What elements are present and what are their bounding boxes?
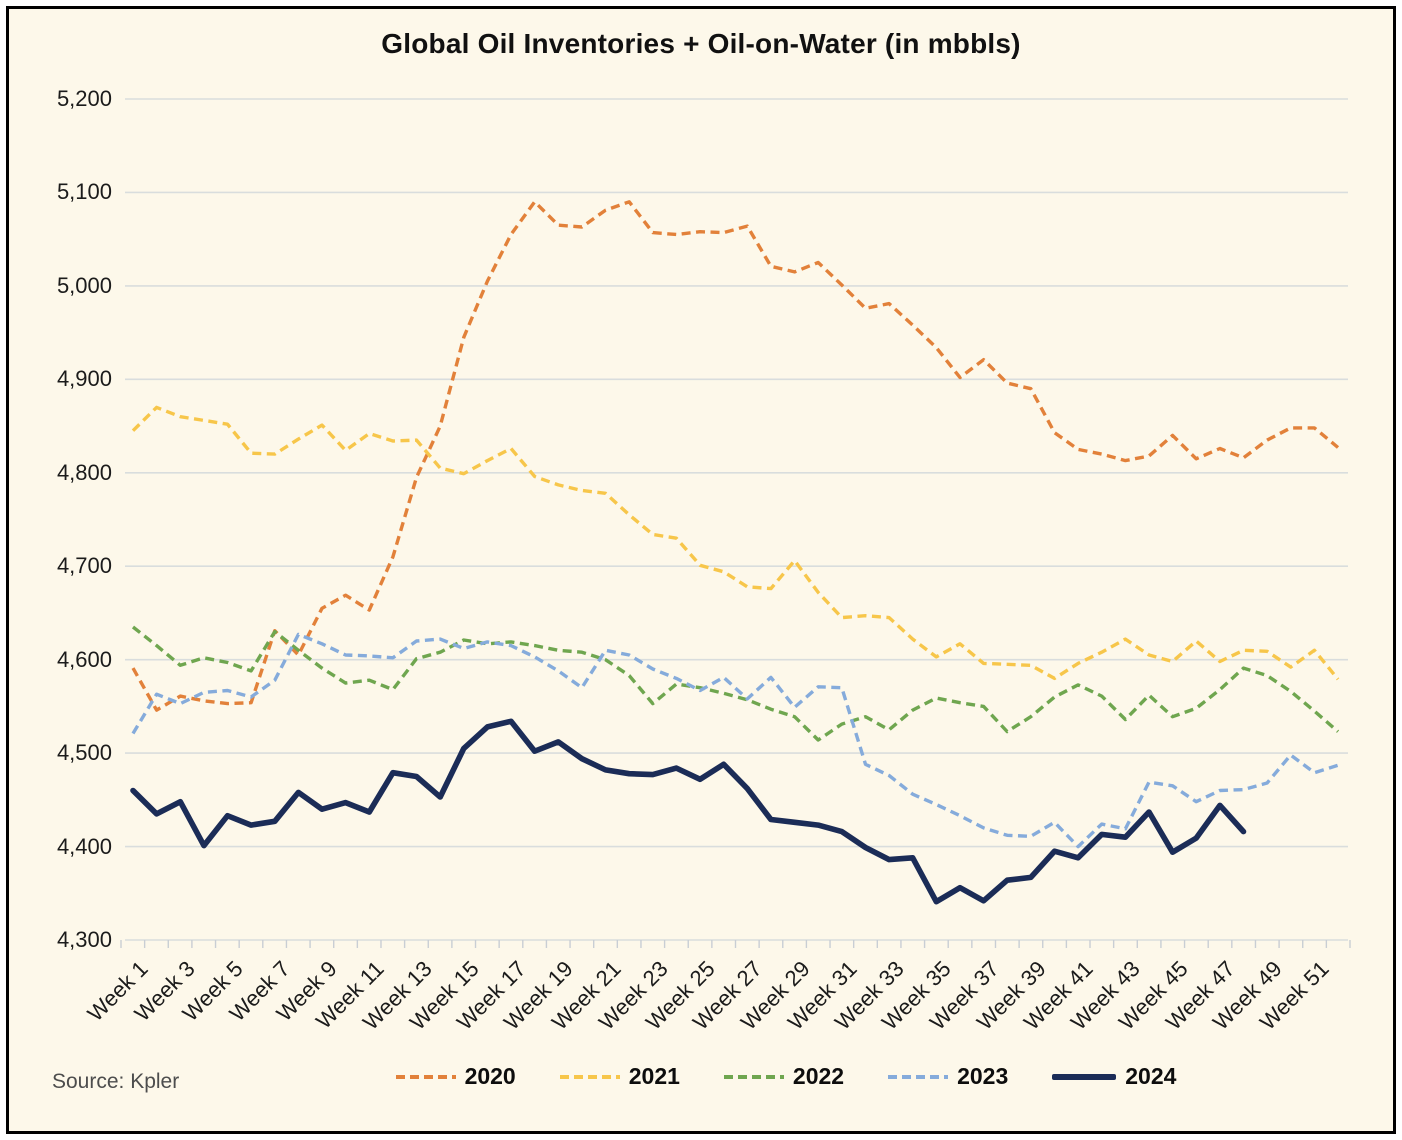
- y-axis-tick-label-4900: 4,900: [56, 366, 112, 392]
- legend-label-2020: 2020: [464, 1063, 516, 1089]
- legend-swatch-2023: [888, 1074, 949, 1079]
- legend-item-2023: 2023: [888, 1063, 1008, 1090]
- series-2022-line: [131, 625, 1340, 742]
- y-axis-tick-label-4300: 4,300: [56, 927, 112, 952]
- series-2023-line: [131, 632, 1339, 849]
- legend-label-2023: 2023: [957, 1063, 1009, 1089]
- y-axis-tick-label-4700: 4,700: [56, 553, 112, 579]
- y-axis-tick-label-4400: 4,400: [56, 833, 112, 859]
- y-axis-tick-label-4800: 4,800: [56, 459, 112, 485]
- legend-label-2022: 2022: [792, 1063, 845, 1089]
- legend-label-2024: 2024: [1125, 1063, 1177, 1089]
- y-axis-tick-label-5000: 5,000: [56, 272, 112, 298]
- legend-item-2024: 2024: [1052, 1063, 1176, 1090]
- legend-item-2021: 2021: [559, 1063, 680, 1090]
- chart-title: Global Oil Inventories + Oil-on-Water (i…: [381, 28, 1021, 59]
- legend-swatch-2021: [559, 1074, 620, 1079]
- legend-item-2020: 2020: [395, 1063, 516, 1090]
- series-2024-line: [130, 718, 1247, 905]
- legend-label-2021: 2021: [628, 1063, 680, 1089]
- y-axis-tick-label-5100: 5,100: [56, 179, 112, 205]
- legend-swatch-2024: [1052, 1073, 1117, 1080]
- y-axis-tick-label-4500: 4,500: [56, 740, 112, 766]
- legend-swatch-2020: [395, 1074, 456, 1079]
- chart-legend: 2020 2021 2022 2023 2024: [170, 1063, 1402, 1090]
- series-2020-line: [131, 200, 1340, 712]
- page-frame: [6, 6, 1396, 1134]
- y-axis-tick-label-4600: 4,600: [56, 646, 112, 672]
- series-2021-line: [131, 405, 1340, 681]
- legend-item-2022: 2022: [723, 1063, 845, 1090]
- source-note: Source: Kpler: [52, 1070, 180, 1093]
- y-axis-tick-label-5200: 5,200: [56, 86, 112, 111]
- legend-swatch-2022: [723, 1074, 784, 1079]
